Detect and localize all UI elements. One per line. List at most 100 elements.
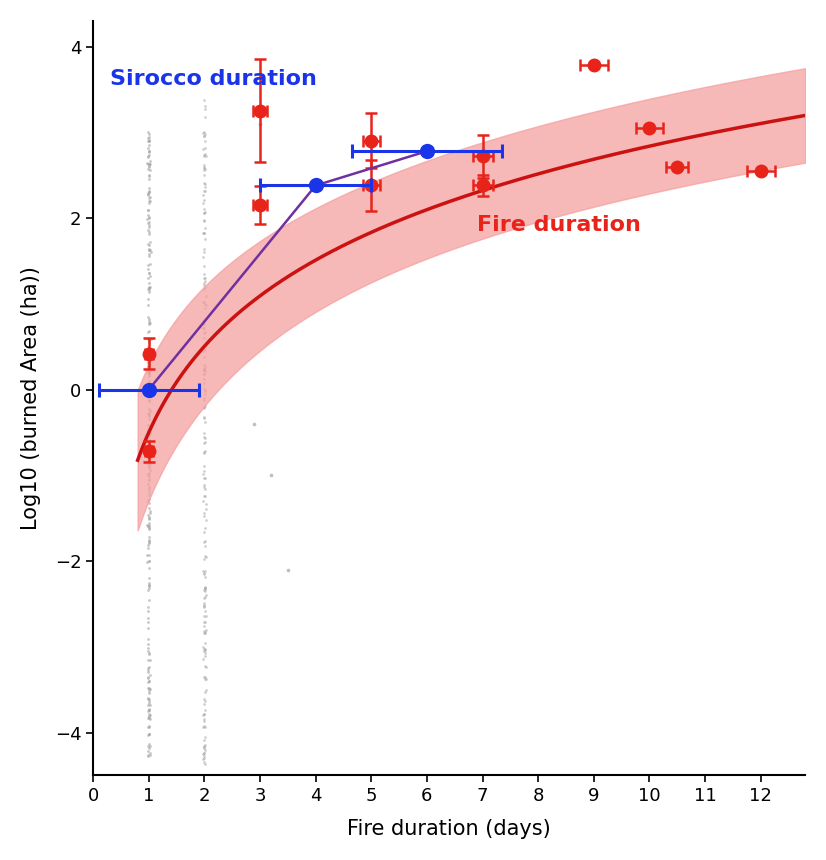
Point — [143, 727, 156, 740]
Point — [198, 280, 211, 294]
Point — [142, 720, 155, 734]
Point — [197, 149, 211, 163]
Point — [142, 666, 155, 679]
Point — [198, 757, 211, 771]
Point — [141, 381, 154, 395]
Point — [143, 660, 156, 673]
Point — [197, 410, 211, 424]
Point — [197, 401, 211, 415]
Point — [142, 492, 155, 506]
Point — [141, 615, 154, 629]
Point — [143, 697, 156, 710]
Point — [197, 536, 211, 550]
Point — [143, 495, 156, 509]
Point — [197, 391, 211, 405]
Point — [141, 157, 154, 171]
Point — [141, 744, 154, 758]
Point — [142, 711, 155, 725]
Point — [142, 513, 155, 526]
Point — [142, 554, 155, 568]
Point — [142, 728, 155, 741]
Point — [142, 477, 155, 491]
Point — [197, 697, 211, 711]
Point — [143, 316, 156, 329]
Point — [199, 325, 212, 339]
Point — [199, 581, 212, 595]
Point — [143, 249, 156, 263]
Point — [142, 317, 155, 331]
Point — [143, 682, 156, 696]
Point — [197, 740, 210, 753]
Point — [141, 407, 154, 421]
Point — [197, 427, 211, 440]
Point — [142, 444, 155, 458]
Point — [143, 269, 156, 283]
Point — [198, 482, 211, 496]
Point — [264, 469, 278, 482]
Point — [143, 225, 156, 239]
Point — [142, 194, 155, 208]
Point — [141, 728, 154, 742]
Point — [142, 357, 155, 371]
Point — [197, 267, 211, 281]
Point — [248, 417, 261, 431]
Point — [142, 243, 155, 256]
Point — [141, 445, 154, 459]
Point — [142, 186, 155, 200]
Point — [198, 400, 211, 414]
Point — [198, 671, 211, 685]
Point — [198, 582, 211, 596]
Point — [142, 149, 155, 163]
Point — [197, 272, 211, 286]
Point — [141, 384, 154, 397]
Point — [143, 394, 156, 408]
Point — [142, 358, 155, 372]
Point — [198, 193, 211, 206]
Point — [198, 180, 211, 194]
Point — [198, 226, 211, 240]
Point — [198, 570, 211, 584]
Point — [141, 332, 154, 346]
Point — [142, 674, 155, 688]
Point — [198, 326, 211, 340]
Point — [143, 746, 156, 760]
Point — [197, 278, 211, 292]
Point — [141, 692, 154, 706]
Point — [142, 157, 155, 171]
Point — [197, 296, 210, 310]
Point — [198, 581, 211, 595]
Point — [197, 142, 210, 156]
Point — [197, 600, 211, 614]
Point — [199, 289, 212, 303]
Point — [142, 571, 155, 585]
Point — [199, 298, 212, 312]
Point — [197, 746, 211, 760]
Point — [143, 485, 156, 499]
Point — [197, 478, 211, 492]
Point — [197, 583, 211, 597]
Point — [143, 157, 156, 170]
Point — [197, 653, 210, 666]
Point — [142, 511, 155, 525]
Point — [198, 670, 211, 684]
Point — [197, 260, 210, 273]
Point — [143, 480, 156, 494]
Point — [198, 590, 211, 604]
Point — [141, 691, 154, 704]
Point — [142, 681, 155, 695]
Point — [197, 640, 210, 654]
Point — [199, 550, 212, 563]
Point — [197, 125, 211, 138]
Point — [141, 359, 154, 373]
Point — [197, 599, 211, 612]
Point — [198, 580, 211, 593]
Point — [143, 647, 156, 660]
Point — [143, 191, 156, 205]
Point — [143, 710, 156, 723]
Point — [143, 739, 156, 752]
Point — [142, 134, 155, 148]
X-axis label: Fire duration (days): Fire duration (days) — [347, 820, 551, 839]
Point — [143, 561, 156, 574]
Point — [197, 243, 211, 256]
Point — [143, 427, 156, 441]
